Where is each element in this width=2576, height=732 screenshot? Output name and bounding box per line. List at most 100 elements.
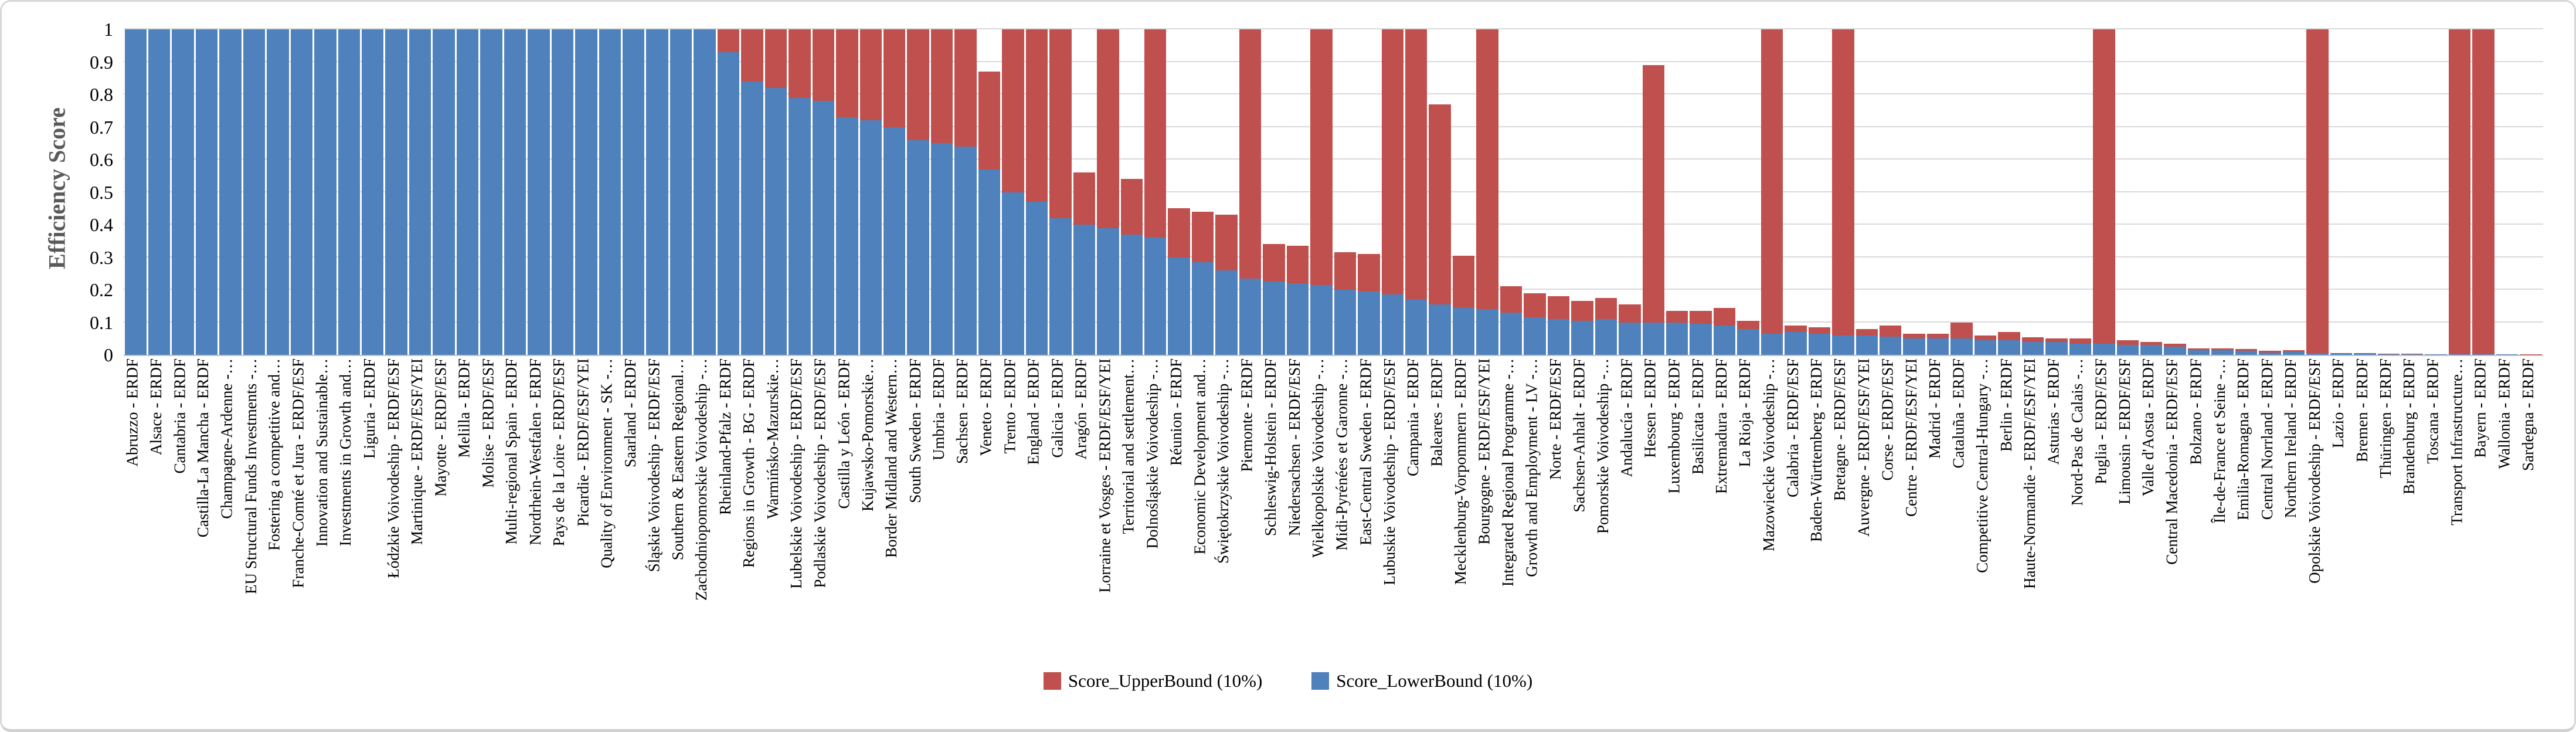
bar [1784, 29, 1807, 355]
x-category-label: Mayotte - ERDF/ESF [431, 358, 450, 497]
bar [337, 29, 361, 355]
bar-lower-segment [385, 29, 407, 355]
bar [527, 29, 550, 355]
bar-upper-segment [859, 29, 882, 121]
bar-lower-segment [1832, 335, 1854, 355]
bar-lower-segment [1595, 318, 1617, 355]
bar [1665, 29, 1688, 355]
x-category-label: Midi-Pyrénées et Garonne -… [1333, 358, 1351, 551]
bar-lower-segment [623, 29, 645, 355]
bar-upper-segment [2093, 29, 2115, 344]
bar-lower-segment [1144, 238, 1167, 355]
bar [2258, 29, 2282, 355]
x-category-label: Warmińsko-Mazurskie… [763, 358, 781, 519]
bar [480, 29, 503, 355]
gridline [124, 126, 2543, 127]
x-category-label: Northern Ireland - ERDF [2282, 358, 2300, 518]
x-category-label: Molise - ERDF/ESF [479, 358, 497, 488]
bar-lower-segment [2472, 354, 2495, 355]
bar-lower-segment [2069, 343, 2092, 355]
bar-upper-segment [741, 29, 763, 82]
bar [764, 29, 787, 355]
bar-upper-segment [2021, 337, 2044, 342]
bar [1618, 29, 1642, 355]
legend-swatch-upperbound [1043, 672, 1061, 690]
bar-lower-segment [1405, 299, 1428, 355]
bar-upper-segment [1334, 252, 1357, 290]
x-category-label: Podlaskie Voivodeship - ERDF/ESF [811, 358, 829, 588]
bar [1547, 29, 1570, 355]
bar-lower-segment [2354, 354, 2376, 355]
x-category-label: Norte - ERDF/ESF [1546, 358, 1564, 480]
bar-lower-segment [836, 117, 858, 355]
bars-container [124, 29, 2543, 355]
bar [1736, 29, 1760, 355]
bar-upper-segment [1998, 332, 2020, 341]
bar [1642, 29, 1665, 355]
bar [195, 29, 218, 355]
bar-upper-segment [1785, 326, 1807, 333]
bar-upper-segment [1476, 29, 1498, 310]
bar-lower-segment [314, 29, 337, 355]
x-category-label: Investments in Growth and… [337, 358, 355, 547]
bar-lower-segment [1666, 322, 1688, 355]
bar-upper-segment [1405, 29, 1428, 300]
bar-lower-segment [1168, 257, 1190, 355]
x-category-label: Hessen - ERDF [1641, 358, 1659, 458]
bar [2472, 29, 2495, 355]
gridline [124, 191, 2543, 192]
bar [2092, 29, 2116, 355]
bar [906, 29, 930, 355]
y-tick-label: 0.4 [90, 214, 113, 235]
x-category-label: Wallonia - ERDF [2495, 358, 2513, 469]
bar [2234, 29, 2258, 355]
bar-upper-segment [2187, 348, 2210, 350]
x-category-label: Picardie - ERDF/ESF/YEI [574, 358, 592, 527]
bar-lower-segment [1358, 291, 1380, 355]
x-category-label: Kujawsko-Pomorskie… [858, 358, 876, 511]
bar-lower-segment [1713, 326, 1736, 355]
x-category-label: Competitive Central-Hungary -… [1973, 358, 1992, 573]
bar-lower-segment [575, 29, 597, 355]
bar-upper-segment [1690, 311, 1712, 324]
bar [1167, 29, 1191, 355]
bar-lower-segment [338, 29, 361, 355]
bar-lower-segment [1950, 338, 1973, 355]
x-category-label: Aragón - ERDF [1072, 358, 1090, 460]
x-category-label: Pays de la Loire - ERDF/ESF [550, 358, 568, 547]
bar-upper-segment [907, 29, 929, 140]
bar-lower-segment [219, 29, 242, 355]
x-category-label: Cantabria - ERDF [171, 358, 189, 474]
x-category-label: Emilia-Romagna - ERDF [2234, 358, 2252, 520]
bar-upper-segment [1642, 65, 1664, 323]
x-category-label: Andalucía - ERDF [1617, 358, 1636, 477]
bar-lower-segment [148, 29, 171, 355]
bar [883, 29, 906, 355]
bar-lower-segment [1381, 294, 1403, 355]
bar-lower-segment [954, 146, 977, 355]
bar [361, 29, 385, 355]
legend-entry-upperbound: Score_UpperBound (10%) [1043, 670, 1262, 692]
bar-upper-segment [1144, 29, 1167, 238]
bar-upper-segment [1926, 333, 1949, 339]
bar [503, 29, 526, 355]
bar [859, 29, 882, 355]
x-category-label: Mazowieckie Voivodeship -… [1760, 358, 1778, 551]
bar-upper-segment [789, 29, 811, 98]
x-category-label: England - ERDF [1024, 358, 1042, 465]
x-category-label: Border Midland and Western… [882, 358, 900, 558]
bar [550, 29, 574, 355]
x-category-label: Baleares - ERDF [1428, 358, 1446, 467]
bar [1571, 29, 1594, 355]
bar-upper-segment [1358, 253, 1380, 292]
x-category-label: Bayern - ERDF [2471, 358, 2489, 458]
bar [2353, 29, 2377, 355]
bar [2163, 29, 2187, 355]
x-category-label: Growth and Employment - LV -… [1523, 358, 1541, 577]
bar-lower-segment [2093, 343, 2115, 355]
bar [124, 29, 147, 355]
bar-upper-segment [2448, 29, 2471, 355]
bar [1238, 29, 1262, 355]
y-tick-label: 0 [104, 344, 113, 365]
